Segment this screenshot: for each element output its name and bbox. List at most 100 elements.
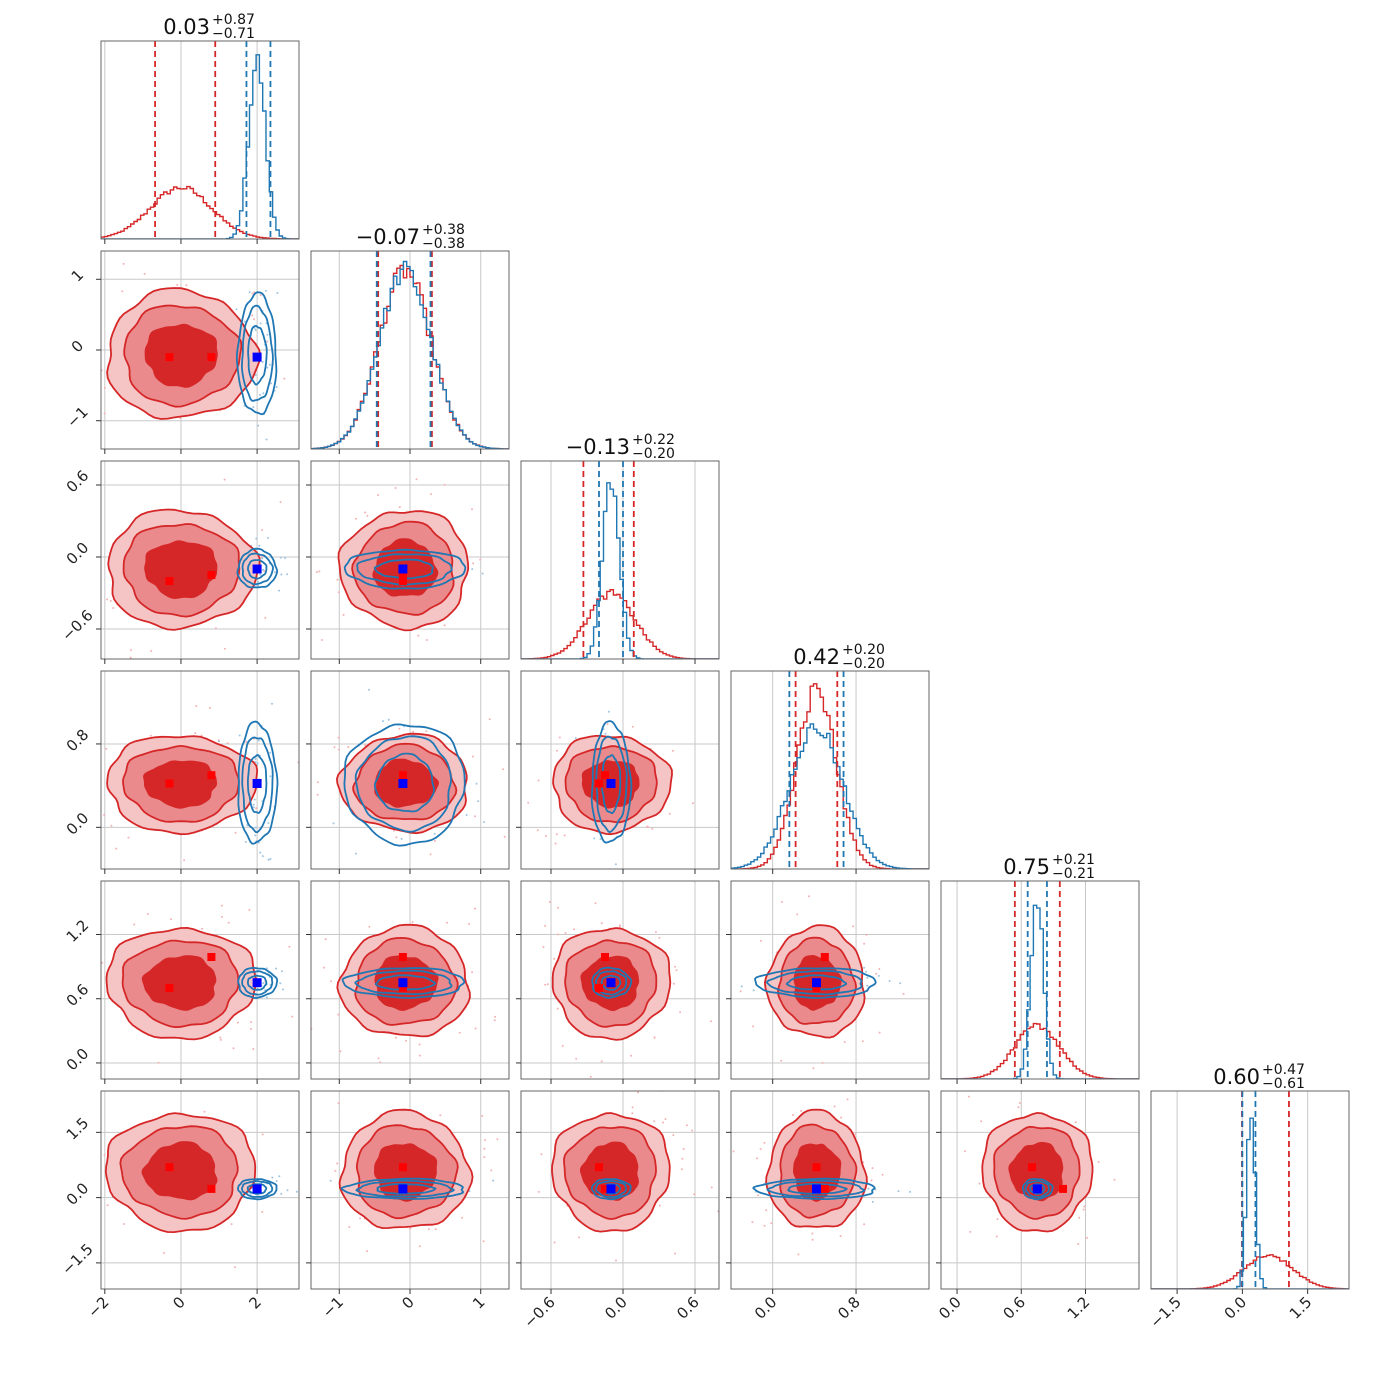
scatter-point [170, 918, 172, 921]
panel-content [316, 478, 484, 641]
scatter-point [254, 758, 257, 761]
scatter-point [1074, 1121, 1077, 1124]
scatter-point [511, 1109, 513, 1111]
scatter-point [103, 1154, 106, 1156]
blue-contour [766, 1179, 866, 1198]
scatter-point [770, 1222, 773, 1225]
scatter-point [594, 902, 597, 905]
blue-contour [237, 720, 279, 845]
scatter-point [482, 1240, 485, 1243]
scatter-point [316, 793, 319, 796]
scatter-point [149, 734, 152, 737]
scatter-point [379, 1061, 382, 1064]
scatter-point [763, 1141, 766, 1144]
blue-contour [240, 304, 274, 402]
scatter-point [863, 1223, 866, 1226]
red-sample-marker [595, 779, 603, 788]
red-sample-marker [398, 577, 407, 585]
scatter-point [79, 302, 81, 304]
scatter-point [1097, 1161, 1100, 1163]
scatter-point [474, 815, 476, 818]
blue-contour [236, 547, 279, 589]
scatter-point [752, 1025, 755, 1028]
red-sample-marker [165, 577, 174, 585]
scatter-point [553, 957, 556, 960]
scatter-point [679, 1011, 682, 1014]
param-title-plus: +0.87 [212, 12, 255, 28]
scatter-point [672, 1134, 675, 1137]
scatter-point [502, 768, 505, 771]
scatter-point [286, 573, 289, 576]
scatter-point [232, 1047, 235, 1050]
scatter-point [224, 647, 226, 650]
panel-4-2 [516, 880, 720, 1084]
scatter-point [252, 806, 255, 809]
x-tick-label: 0.8 [834, 1293, 864, 1323]
scatter-point [39, 559, 41, 561]
scatter-point [861, 1040, 864, 1043]
scatter-point [368, 925, 371, 928]
scatter-point [685, 1124, 688, 1127]
red-sample-marker [207, 353, 216, 362]
scatter-point [95, 519, 97, 521]
scatter-point [540, 1153, 543, 1156]
scatter-point [266, 537, 269, 539]
scatter-point [364, 511, 366, 514]
y-tick-label: 0.6 [63, 467, 93, 497]
scatter-point [555, 833, 558, 836]
scatter-point [964, 1150, 966, 1153]
scatter-point [852, 925, 855, 928]
scatter-point [254, 328, 257, 331]
param-title-plus: +0.47 [1262, 1062, 1305, 1078]
scatter-point [254, 373, 257, 376]
scatter-point [713, 1175, 715, 1177]
red-sample-marker [1028, 1163, 1036, 1172]
scatter-point [615, 1259, 617, 1262]
scatter-point [226, 889, 228, 891]
scatter-point [881, 1173, 884, 1176]
scatter-point [496, 1138, 499, 1141]
panel-content [101, 41, 299, 239]
scatter-point [150, 650, 153, 652]
scatter-point [763, 1224, 766, 1227]
scatter-point [274, 571, 277, 574]
red-histogram [101, 185, 299, 239]
scatter-point [867, 1187, 870, 1190]
panel-4-3 [726, 880, 930, 1084]
scatter-point [271, 1176, 274, 1179]
x-tick-label: 0.0 [935, 1293, 965, 1323]
scatter-point [488, 718, 491, 721]
param-title-plus: +0.21 [1052, 852, 1095, 868]
scatter-point [871, 1200, 874, 1203]
scatter-point [614, 863, 617, 866]
scatter-point [275, 386, 278, 389]
scatter-point [755, 1157, 758, 1160]
x-tick-label: 2 [245, 1293, 264, 1312]
scatter-point [339, 1050, 342, 1053]
scatter-point [60, 1173, 62, 1175]
scatter-point [275, 1180, 278, 1182]
panel-3-2 [516, 670, 720, 874]
scatter-point [653, 1036, 656, 1039]
blue-contour [373, 558, 434, 580]
scatter-point [651, 827, 654, 830]
scatter-point [465, 814, 468, 816]
red-histogram [941, 1022, 1139, 1079]
scatter-point [1017, 1106, 1020, 1109]
scatter-point [647, 826, 650, 829]
blue-contour [754, 967, 877, 999]
red-sample-marker [820, 1184, 829, 1193]
x-tick-label: −1 [319, 1293, 347, 1321]
scatter-point [227, 921, 230, 924]
blue-contour [247, 324, 268, 386]
scatter-point [664, 1118, 667, 1121]
scatter-point [536, 757, 538, 759]
panel-frame [520, 670, 720, 870]
red-sample-marker [820, 953, 829, 961]
scatter-point [122, 262, 125, 265]
scatter-point [637, 1091, 639, 1094]
scatter-point [268, 363, 271, 366]
blue-contour [373, 752, 435, 813]
scatter-point [265, 967, 268, 970]
